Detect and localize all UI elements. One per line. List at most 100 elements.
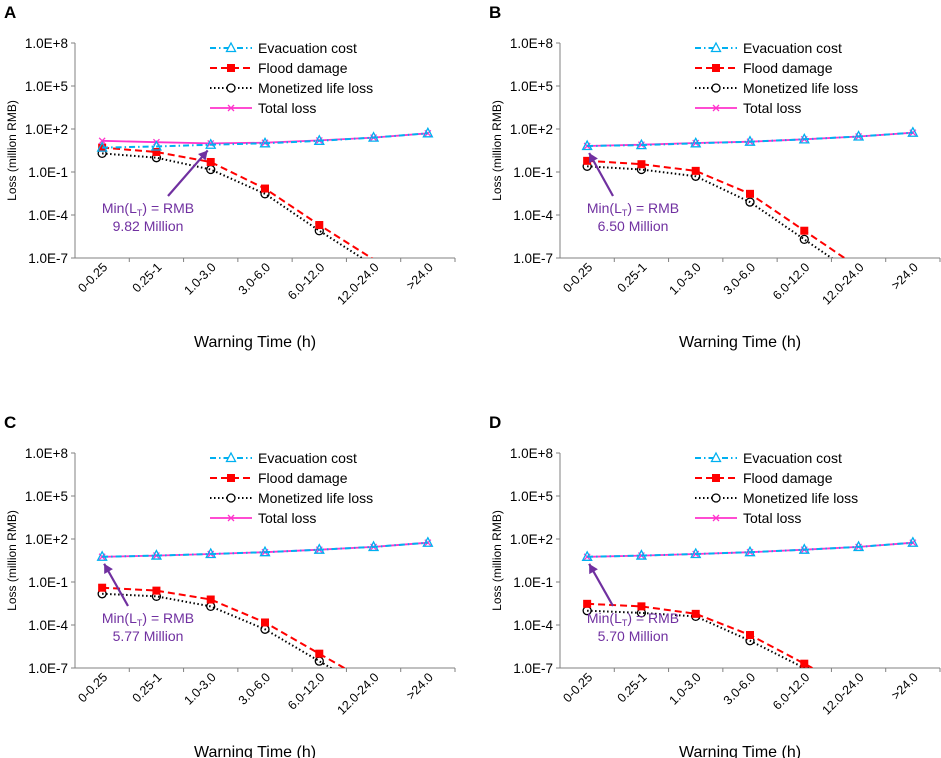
marker-evacuation xyxy=(367,131,380,142)
marker-evacuation xyxy=(852,540,865,552)
x-tick-label: 0.25-1 xyxy=(615,670,650,705)
y-tick-label: 1.0E-4 xyxy=(28,618,68,633)
series-evacuation xyxy=(96,126,434,152)
x-tick-label: 0-0.25 xyxy=(75,670,110,705)
marker-life xyxy=(206,601,216,612)
y-tick-label: 1.0E-1 xyxy=(513,165,553,180)
legend-label-flood: Flood damage xyxy=(258,60,348,76)
annotation-line-2: 5.77 Million xyxy=(113,628,184,644)
y-tick-label: 1.0E-1 xyxy=(28,575,68,590)
marker-evacuation xyxy=(581,139,593,151)
x-tick-label: 3.0-6.0 xyxy=(721,260,758,297)
panel-label: A xyxy=(4,3,16,22)
series-line-flood xyxy=(587,602,815,668)
marker-evacuation xyxy=(205,547,217,559)
y-tick-label: 1.0E+5 xyxy=(510,489,553,504)
legend-marker-flood xyxy=(227,64,235,72)
legend-marker-evacuation xyxy=(710,451,722,463)
series-line-life xyxy=(587,165,834,258)
x-tick-label: >24.0 xyxy=(404,670,436,702)
annotation-rmb: ) = RMB xyxy=(627,610,679,626)
marker-flood xyxy=(206,157,215,166)
legend-marker-total xyxy=(712,104,720,112)
marker-life xyxy=(314,656,324,666)
legend: Evacuation cost Flood damage Monetized lif… xyxy=(695,40,858,116)
marker-evacuation xyxy=(690,547,702,559)
series-total xyxy=(583,129,917,150)
series-life xyxy=(582,161,834,258)
marker-flood xyxy=(152,147,161,156)
y-tick-label: 1.0E-7 xyxy=(28,661,68,676)
series-flood xyxy=(583,156,847,258)
legend-label-flood: Flood damage xyxy=(743,60,833,76)
y-tick-label: 1.0E+2 xyxy=(25,532,68,547)
marker-life xyxy=(206,164,216,175)
marker-life xyxy=(745,197,755,207)
annotation-min: Min(L xyxy=(102,200,137,216)
legend-label-total: Total loss xyxy=(258,100,316,116)
legend-marker-life xyxy=(226,83,236,93)
legend-marker-total xyxy=(227,104,235,112)
annotation-line-2: 5.70 Million xyxy=(598,628,669,644)
series-line-evacuation xyxy=(102,132,428,149)
marker-evacuation xyxy=(744,135,756,146)
annotation-rmb: ) = RMB xyxy=(142,610,194,626)
x-tick-label: 3.0-6.0 xyxy=(721,670,758,707)
series-line-flood xyxy=(587,159,847,258)
x-tick-label: 3.0-6.0 xyxy=(236,260,273,297)
annotation-subscript: T xyxy=(137,618,143,628)
y-tick-label: 1.0E+2 xyxy=(25,122,68,137)
x-tick-label: 12.0-24.0 xyxy=(819,260,866,307)
legend-label-evacuation: Evacuation cost xyxy=(258,40,357,56)
panel-c: C 1.0E+8 1.0E+5 1.0E+2 1.0E-1 1.0E-4 1.0E-7 Los… xyxy=(4,413,456,758)
marker-evacuation xyxy=(744,545,756,557)
series-line-life xyxy=(587,609,807,668)
series-line-evacuation xyxy=(587,541,913,558)
x-tick-label: >24.0 xyxy=(889,670,921,702)
annotation-line-1: Min(LT) = RMB xyxy=(102,610,194,628)
series-evacuation xyxy=(581,126,919,151)
legend-label-total: Total loss xyxy=(743,510,801,526)
panel-b: B 1.0E+8 1.0E+5 1.0E+2 1.0E-1 1.0E-4 1.0E-7 Los… xyxy=(489,3,941,351)
annotation-arrow xyxy=(167,149,209,197)
annotation-arrowhead xyxy=(589,153,598,164)
marker-flood xyxy=(800,226,809,235)
legend-marker-evacuation xyxy=(710,41,722,53)
series-line-total xyxy=(587,541,913,558)
marker-evacuation xyxy=(635,138,648,150)
annotation-min: Min(L xyxy=(587,610,622,626)
marker-flood xyxy=(691,609,700,618)
annotation-min: Min(L xyxy=(587,200,622,216)
marker-flood xyxy=(691,166,700,175)
marker-flood xyxy=(261,184,269,193)
legend-marker-flood xyxy=(227,474,235,482)
legend-marker-life xyxy=(711,493,721,503)
marker-flood xyxy=(98,583,107,592)
legend-label-life: Monetized life loss xyxy=(258,80,373,96)
legend: Evacuation cost Flood damage Monetized lif… xyxy=(695,450,858,526)
y-tick-label: 1.0E+5 xyxy=(25,79,68,94)
y-tick-label: 1.0E-4 xyxy=(513,618,553,633)
marker-flood xyxy=(583,599,592,608)
x-tick-label: 12.0-24.0 xyxy=(819,670,866,717)
y-tick-label: 1.0E-7 xyxy=(513,251,553,266)
marker-flood xyxy=(746,631,754,640)
y-tick-label: 1.0E+8 xyxy=(25,446,68,461)
marker-evacuation xyxy=(690,136,702,148)
marker-flood xyxy=(315,649,324,658)
y-tick-label: 1.0E+2 xyxy=(510,122,553,137)
x-tick-label: 1.0-3.0 xyxy=(181,260,218,297)
legend-marker-evacuation xyxy=(225,41,237,53)
series-flood xyxy=(98,583,347,668)
panel-label: C xyxy=(4,413,16,432)
x-tick-label: >24.0 xyxy=(404,260,436,292)
x-tick-label: 12.0-24.0 xyxy=(334,260,381,307)
marker-evacuation xyxy=(907,536,919,547)
legend-marker-total xyxy=(712,514,720,522)
legend-marker-flood xyxy=(712,64,720,72)
annotation-line-1: Min(LT) = RMB xyxy=(587,200,679,218)
legend-label-flood: Flood damage xyxy=(743,470,833,486)
legend-label-life: Monetized life loss xyxy=(743,80,858,96)
marker-evacuation xyxy=(259,136,271,148)
x-axis-label: Warning Time (h) xyxy=(194,334,316,351)
